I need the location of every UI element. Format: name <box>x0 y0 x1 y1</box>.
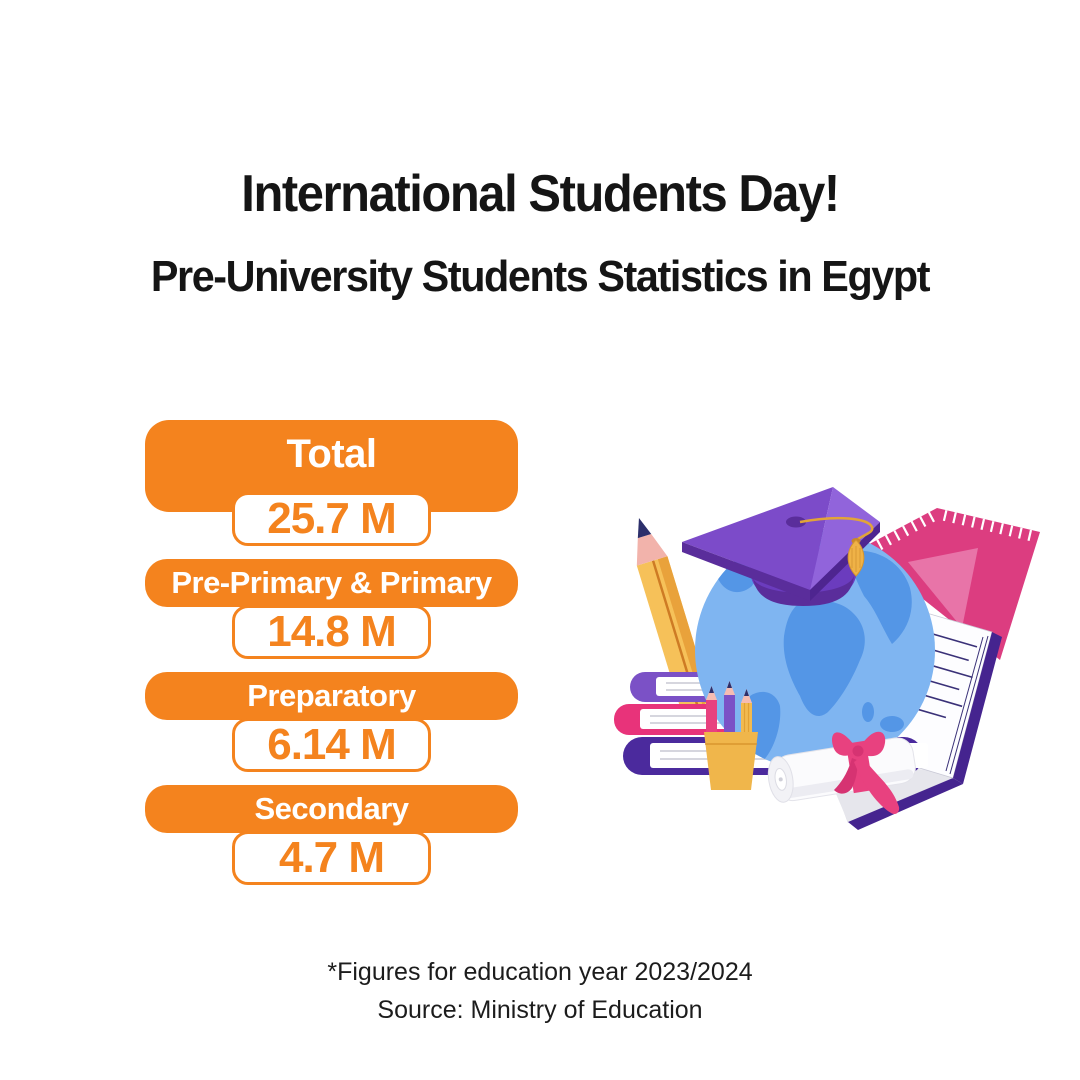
stat-block-preparatory: Preparatory 6.14 M <box>145 672 518 772</box>
stat-block-secondary: Secondary 4.7 M <box>145 785 518 885</box>
graduation-cap-icon <box>682 487 880 606</box>
stat-label-secondary: Secondary <box>145 785 518 833</box>
page-subtitle: Pre-University Students Statistics in Eg… <box>150 252 931 301</box>
stat-label-pre-primary: Pre-Primary & Primary <box>145 559 518 607</box>
stat-label-preparatory: Preparatory <box>145 672 518 720</box>
mini-pencils <box>706 681 752 736</box>
stat-block-total: Total 25.7 M <box>145 420 518 546</box>
pencil-cup-icon <box>704 681 758 790</box>
footnote: *Figures for education year 2023/2024 <box>327 958 753 986</box>
stat-value-secondary: 4.7 M <box>232 831 431 885</box>
stats-column: Total 25.7 M Pre-Primary & Primary 14.8 … <box>145 420 518 898</box>
stat-value-preparatory: 6.14 M <box>232 718 431 772</box>
education-illustration <box>614 487 1040 830</box>
page-title: International Students Day! <box>241 165 840 223</box>
stat-value-pre-primary: 14.8 M <box>232 605 431 659</box>
source-credit: Source: Ministry of Education <box>377 996 703 1024</box>
stat-value-total: 25.7 M <box>232 492 431 546</box>
triangle-ruler-icon <box>859 508 1040 660</box>
diploma-scroll-icon <box>767 731 916 815</box>
stat-block-pre-primary: Pre-Primary & Primary 14.8 M <box>145 559 518 659</box>
